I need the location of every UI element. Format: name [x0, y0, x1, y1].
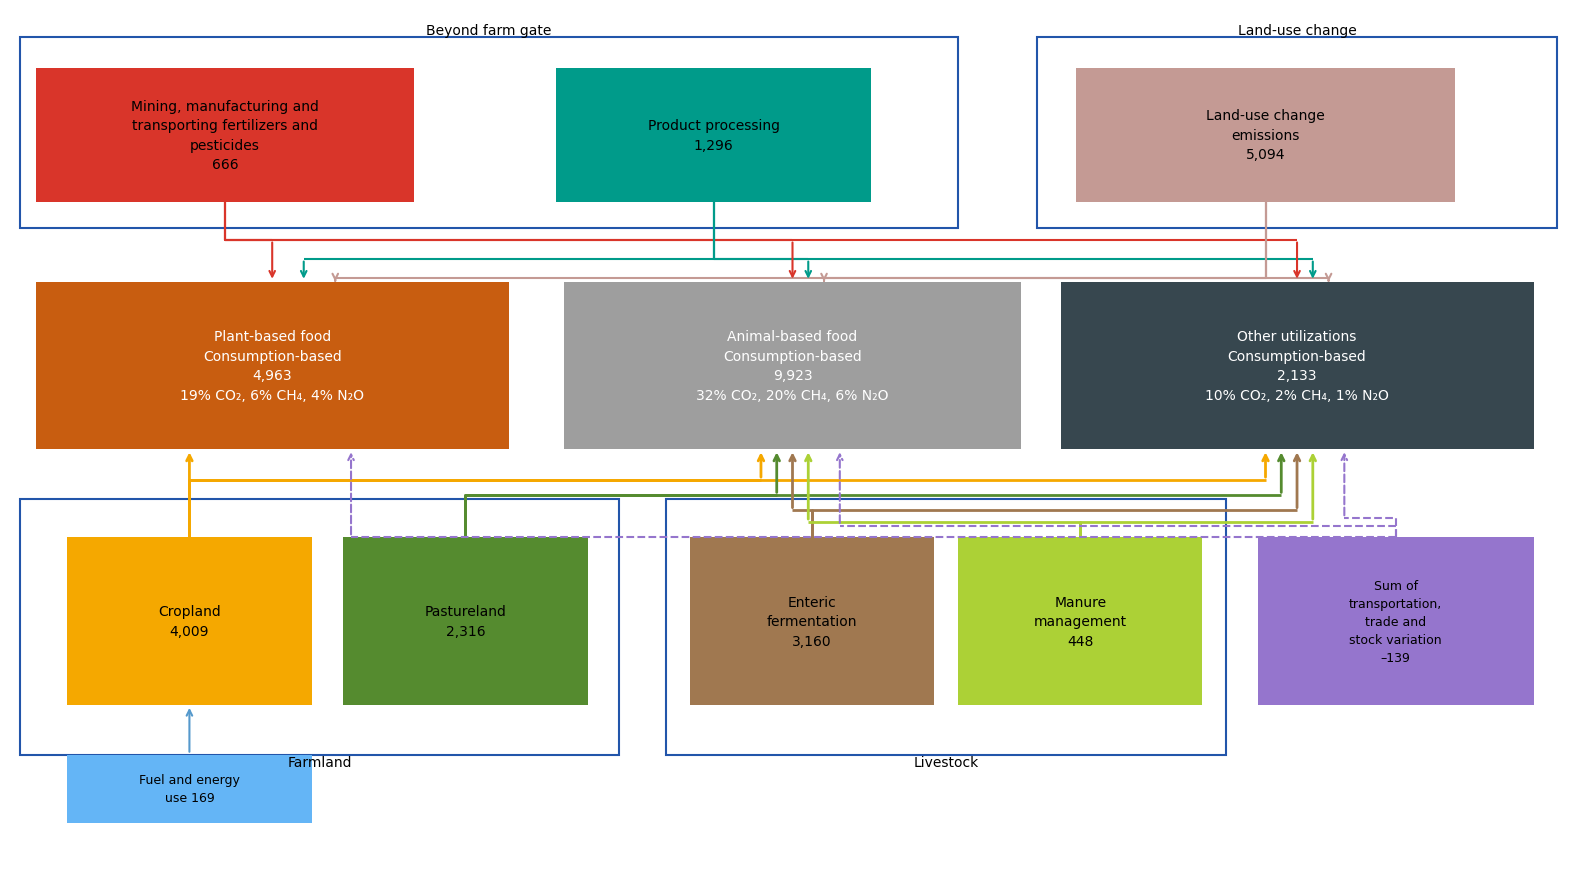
- Bar: [67, 755, 312, 824]
- Bar: [689, 538, 935, 705]
- Bar: [36, 69, 414, 203]
- Text: Other utilizations
Consumption-based
2,133
10% CO₂, 2% CH₄, 1% N₂O: Other utilizations Consumption-based 2,1…: [1205, 330, 1388, 403]
- Text: Plant-based food
Consumption-based
4,963
19% CO₂, 6% CH₄, 4% N₂O: Plant-based food Consumption-based 4,963…: [181, 330, 365, 403]
- Bar: [21, 500, 620, 755]
- Bar: [36, 282, 509, 450]
- Bar: [1060, 282, 1534, 450]
- Bar: [1037, 39, 1556, 229]
- Text: Fuel and energy
use 169: Fuel and energy use 169: [139, 774, 239, 804]
- Text: Mining, manufacturing and
transporting fertilizers and
pesticides
666: Mining, manufacturing and transporting f…: [132, 99, 319, 172]
- Text: Beyond farm gate: Beyond farm gate: [426, 25, 552, 39]
- Bar: [1257, 538, 1534, 705]
- Text: Cropland
4,009: Cropland 4,009: [158, 604, 220, 638]
- Bar: [556, 69, 872, 203]
- Bar: [67, 538, 312, 705]
- Text: Product processing
1,296: Product processing 1,296: [648, 119, 780, 153]
- Bar: [21, 39, 957, 229]
- Bar: [564, 282, 1021, 450]
- Bar: [666, 500, 1227, 755]
- Text: Land-use change: Land-use change: [1238, 25, 1357, 39]
- Bar: [342, 538, 588, 705]
- Text: Manure
management
448: Manure management 448: [1033, 595, 1127, 648]
- Bar: [957, 538, 1203, 705]
- Text: Enteric
fermentation
3,160: Enteric fermentation 3,160: [767, 595, 857, 648]
- Bar: [1076, 69, 1455, 203]
- Text: Livestock: Livestock: [913, 755, 980, 769]
- Text: Pastureland
2,316: Pastureland 2,316: [425, 604, 506, 638]
- Text: Farmland: Farmland: [287, 755, 352, 769]
- Text: Land-use change
emissions
5,094: Land-use change emissions 5,094: [1206, 109, 1325, 162]
- Text: Animal-based food
Consumption-based
9,923
32% CO₂, 20% CH₄, 6% N₂O: Animal-based food Consumption-based 9,92…: [696, 330, 889, 403]
- Text: Sum of
transportation,
trade and
stock variation
–139: Sum of transportation, trade and stock v…: [1349, 579, 1442, 664]
